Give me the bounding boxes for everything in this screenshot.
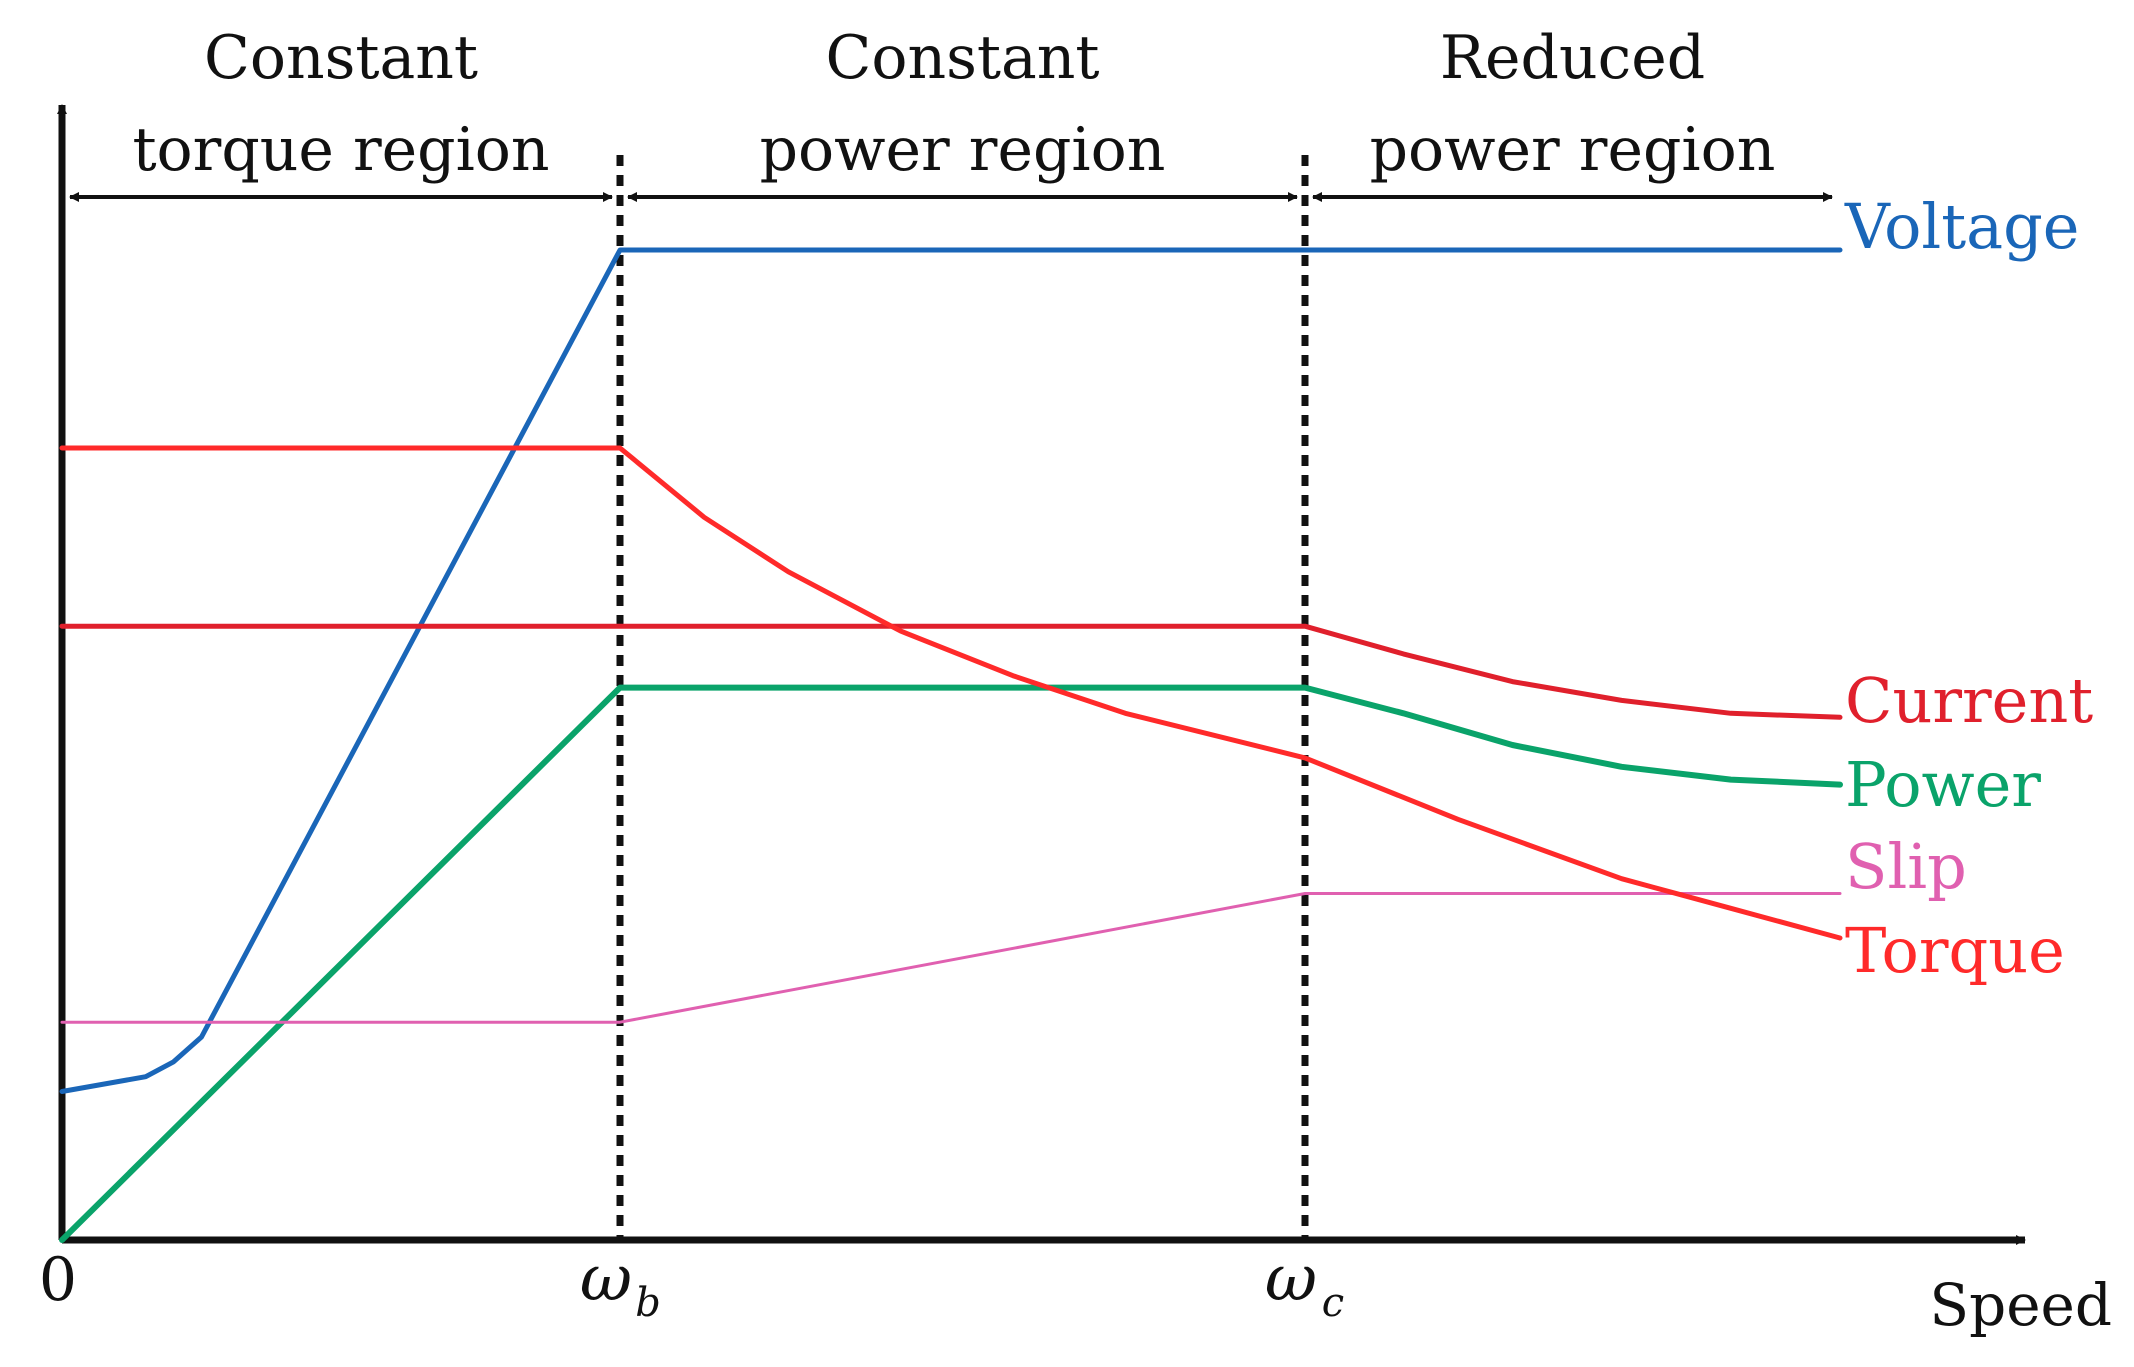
x-tick-label-omega-b: ω bbox=[580, 1242, 632, 1316]
legend-label-voltage: Voltage bbox=[1844, 190, 2080, 263]
region-label-line2: power region bbox=[1370, 115, 1776, 185]
region-annotation-layer: Constant torque region Constant power regio… bbox=[69, 23, 1833, 202]
series-line-current bbox=[59, 623, 1843, 720]
x-tick-label-omega-c: ω bbox=[1265, 1242, 1317, 1316]
series-line-power bbox=[59, 684, 1843, 1243]
legend-label-slip: Slip bbox=[1845, 830, 1967, 903]
region-label-line1: Reduced bbox=[1440, 23, 1705, 93]
legend-layer: Voltage Current Power Slip Torque bbox=[1844, 190, 2093, 987]
region-label-line1: Constant bbox=[825, 23, 1099, 93]
axes-layer: Speed bbox=[57, 104, 2112, 1339]
x-axis-label: Speed bbox=[1929, 1271, 2112, 1339]
legend-label-torque: Torque bbox=[1845, 914, 2065, 987]
series-line-slip bbox=[60, 892, 1842, 1024]
region-boundary-layer bbox=[616, 155, 1309, 1240]
region-label-line2: power region bbox=[760, 115, 1166, 185]
region-label-line2: torque region bbox=[132, 115, 549, 185]
x-tick-label-zero: 0 bbox=[39, 1245, 77, 1315]
series-line-voltage bbox=[59, 247, 1843, 1094]
legend-label-power: Power bbox=[1845, 748, 2041, 821]
series-layer bbox=[59, 247, 1843, 1243]
region-label-line1: Constant bbox=[204, 23, 478, 93]
x-tick-subscript-c: c bbox=[1322, 1280, 1344, 1326]
legend-label-current: Current bbox=[1845, 664, 2093, 737]
x-tick-subscript-b: b bbox=[635, 1280, 661, 1326]
series-line-torque bbox=[59, 445, 1843, 941]
